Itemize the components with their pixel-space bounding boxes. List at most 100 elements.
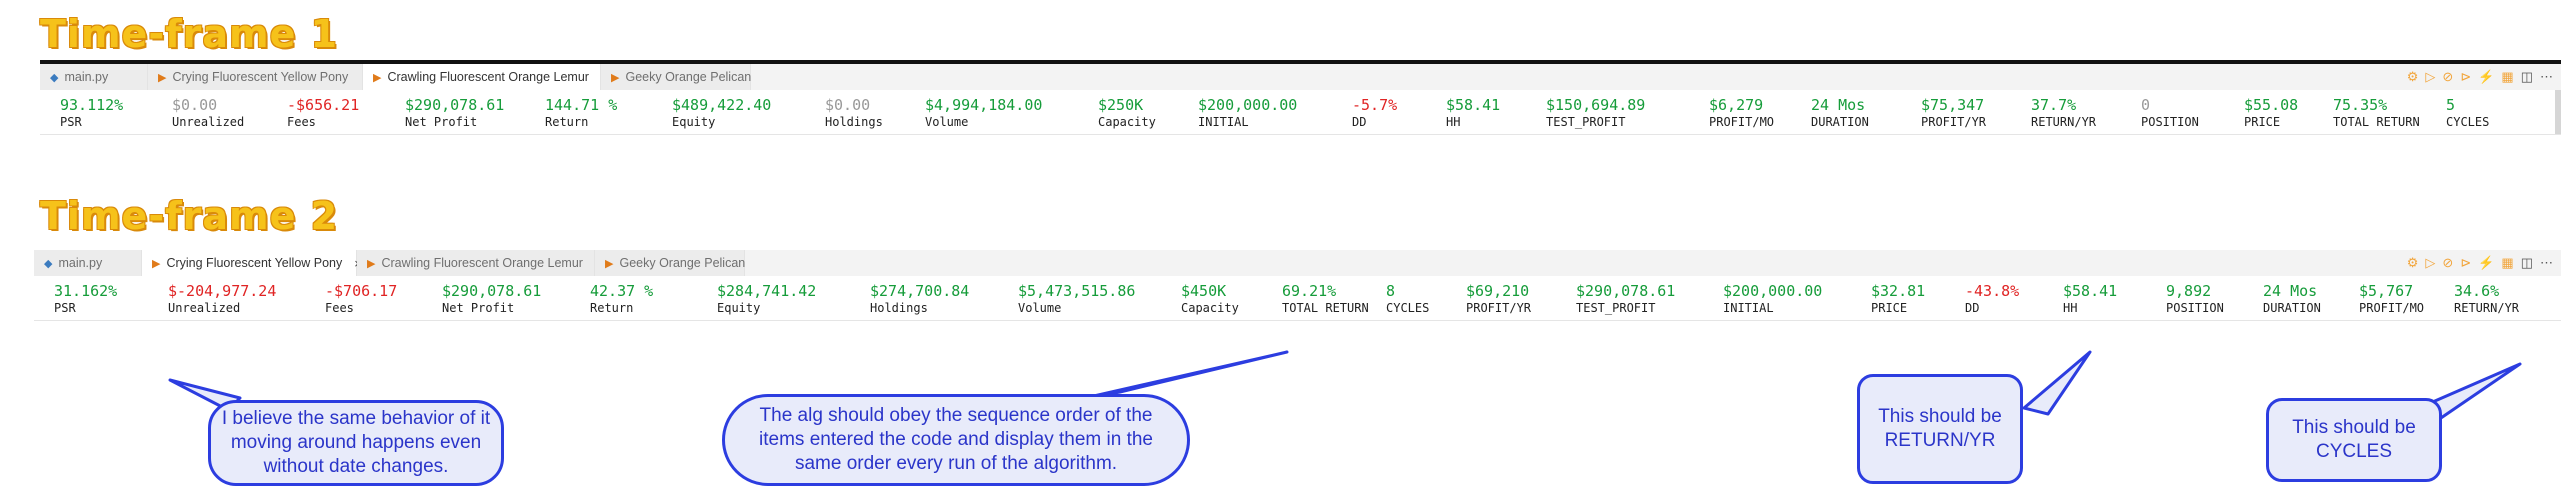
statistics-bar: 93.112% PSR $0.00 Unrealized -$656.21 Fees $29…: [40, 90, 2561, 135]
run-icon[interactable]: ▷: [2425, 69, 2436, 84]
timeframe-2-title: Time-frame 2: [40, 194, 339, 238]
editor-tab[interactable]: ▶Crawling Fluorescent Orange Lemur×: [363, 64, 609, 90]
editor-tab[interactable]: ▶ Geeky Orange Pelican: [595, 250, 745, 276]
stat-label: PRICE: [2244, 115, 2281, 129]
editor-tab[interactable]: ◆ main.py: [40, 64, 148, 90]
stat-value: $200,000.00: [1198, 96, 1298, 114]
stat-value: 8: [1386, 282, 1396, 300]
stat-label: RETURN/YR: [2031, 115, 2097, 129]
stat-value: $250K: [1098, 96, 1144, 114]
stat-test-profit: $150,694.89 TEST_PROFIT: [1546, 90, 1709, 130]
stat-label: PROFIT/MO: [2359, 301, 2425, 315]
statistics-bar: 31.162% PSR $-204,977.24 Unrealized -$706.17…: [34, 276, 2561, 321]
callout-text: I believe the same behavior of it moving…: [221, 408, 491, 477]
stat-equity: $489,422.40 Equity: [672, 90, 825, 130]
stat-unrealized: $0.00 Unrealized: [172, 90, 287, 130]
stat-initial: $200,000.00 INITIAL: [1723, 276, 1871, 316]
stat-value: $5,473,515.86: [1018, 282, 1136, 300]
stat-label: Holdings: [870, 301, 928, 315]
stat-fees: -$656.21 Fees: [287, 90, 405, 130]
stat-profit-yr: $69,210 PROFIT/YR: [1466, 276, 1576, 316]
stat-capacity: $250K Capacity: [1098, 90, 1198, 130]
stat-dd: -5.7% DD: [1352, 90, 1446, 130]
run-all-icon[interactable]: ⊳: [2460, 69, 2472, 84]
stat-label: Net Profit: [405, 115, 478, 129]
more-icon[interactable]: ⋯: [2540, 255, 2553, 270]
stat-value: -5.7%: [1352, 96, 1398, 114]
stat-profit-mo: $5,767 PROFIT/MO: [2359, 276, 2454, 316]
stat-label: Equity: [672, 115, 716, 129]
run-all-icon[interactable]: ⊳: [2460, 255, 2472, 270]
run-icon[interactable]: ▷: [2425, 255, 2436, 270]
more-icon[interactable]: ⋯: [2540, 69, 2553, 84]
stat-value: 34.6%: [2454, 282, 2500, 300]
stat-value: $58.41: [2063, 282, 2118, 300]
stat-value: $450K: [1181, 282, 1227, 300]
debug-icon[interactable]: ⊘: [2442, 255, 2454, 270]
play-file-icon: ▶: [611, 71, 620, 84]
stat-label: INITIAL: [1198, 115, 1249, 129]
stat-value: $32.81: [1871, 282, 1926, 300]
tab-label: Geeky Orange Pelican: [625, 70, 752, 84]
stat-value: $69,210: [1466, 282, 1530, 300]
editor-actions: ⚙ ▷ ⊘ ⊳ ⚡ ▦ ◫ ⋯: [2407, 64, 2553, 90]
stat-label: PROFIT/YR: [1921, 115, 1987, 129]
stat-cycles: 8 CYCLES: [1386, 276, 1466, 316]
stat-value: 0: [2141, 96, 2151, 114]
stat-label: Fees: [325, 301, 354, 315]
editor-tab[interactable]: ▶ Crawling Fluorescent Orange Lemur: [357, 250, 595, 276]
editor-tab[interactable]: ▶ Crying Fluorescent Yellow Pony: [148, 64, 363, 90]
stat-label: DD: [1352, 115, 1367, 129]
debug-icon[interactable]: ⊘: [2442, 69, 2454, 84]
stat-cycles: 5 CYCLES: [2446, 90, 2506, 130]
gear-icon[interactable]: ⚙: [2406, 69, 2419, 84]
stat-label: POSITION: [2166, 301, 2224, 315]
stat-label: Equity: [717, 301, 761, 315]
tab-label: Crawling Fluorescent Orange Lemur: [387, 70, 589, 84]
stat-dd: -43.8% DD: [1965, 276, 2063, 316]
chart-icon[interactable]: ▦: [2501, 69, 2514, 84]
split-editor-icon[interactable]: ◫: [2520, 255, 2533, 270]
stat-value: $5,767: [2359, 282, 2414, 300]
editor-tab[interactable]: ▶ Geeky Orange Pelican: [601, 64, 751, 90]
gear-icon[interactable]: ⚙: [2406, 255, 2419, 270]
stat-value: 144.71 %: [545, 96, 618, 114]
bolt-icon[interactable]: ⚡: [2478, 255, 2495, 270]
stat-holdings: $274,700.84 Holdings: [870, 276, 1018, 316]
stat-test-profit: $290,078.61 TEST_PROFIT: [1576, 276, 1723, 316]
python-file-icon: ◆: [50, 71, 59, 84]
stat-unrealized: $-204,977.24 Unrealized: [168, 276, 325, 316]
chart-icon[interactable]: ▦: [2501, 255, 2514, 270]
bolt-icon[interactable]: ⚡: [2478, 69, 2495, 84]
stat-value: $0.00: [172, 96, 218, 114]
stat-price: $32.81 PRICE: [1871, 276, 1965, 316]
tab-label: Geeky Orange Pelican: [619, 256, 746, 270]
stat-value: $55.08: [2244, 96, 2299, 114]
stat-position: 0 POSITION: [2141, 90, 2244, 130]
editor-tab[interactable]: ◆ main.py: [34, 250, 142, 276]
stat-value: -43.8%: [1965, 282, 2020, 300]
play-file-icon: ▶: [158, 71, 167, 84]
stat-label: Volume: [1018, 301, 1062, 315]
editor-tab[interactable]: ▶Crying Fluorescent Yellow Pony×: [142, 250, 362, 276]
stat-initial: $200,000.00 INITIAL: [1198, 90, 1352, 130]
stat-value: $4,994,184.00: [925, 96, 1043, 114]
stat-label: Fees: [287, 115, 316, 129]
stat-volume: $5,473,515.86 Volume: [1018, 276, 1181, 316]
stat-holdings: $0.00 Holdings: [825, 90, 925, 130]
stat-label: DURATION: [1811, 115, 1869, 129]
split-editor-icon[interactable]: ◫: [2520, 69, 2533, 84]
stat-label: Volume: [925, 115, 969, 129]
stat-value: $284,741.42: [717, 282, 817, 300]
stat-return: 42.37 % Return: [590, 276, 717, 316]
stat-label: Capacity: [1098, 115, 1156, 129]
stat-total-return: 75.35% TOTAL RETURN: [2333, 90, 2446, 130]
scrollbar[interactable]: [2555, 90, 2561, 134]
stat-label: DURATION: [2263, 301, 2321, 315]
play-file-icon: ▶: [373, 71, 382, 84]
tab-label: Crying Fluorescent Yellow Pony: [172, 70, 349, 84]
stat-value: $75,347: [1921, 96, 1985, 114]
stat-total-return: 69.21% TOTAL RETURN: [1282, 276, 1386, 316]
stat-value: $290,078.61: [442, 282, 542, 300]
stat-label: POSITION: [2141, 115, 2199, 129]
